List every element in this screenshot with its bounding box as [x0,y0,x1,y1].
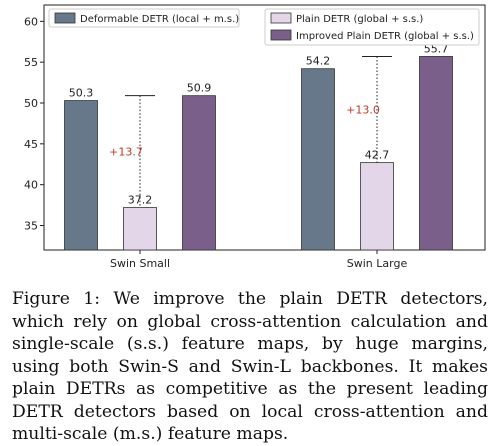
legend-label: Deformable DETR (local + m.s.) [80,14,239,25]
legend-box [264,8,480,46]
bar [182,95,216,251]
legend-box [48,8,240,28]
x-tick-label: Swin Small [110,257,170,270]
bar [360,162,394,251]
y-tick-label: 50 [24,97,38,110]
annotation-label: +13.0 [346,104,380,117]
bar [64,100,98,251]
y-tick-label: 55 [24,56,38,69]
bar [419,56,453,251]
legend-swatch [54,12,76,24]
x-tick-label: Swin Large [347,257,408,270]
y-tick-label: 40 [24,179,38,192]
data-label: 50.9 [187,82,212,95]
legend-label: Improved Plain DETR (global + s.s.) [296,31,474,42]
bar [123,207,157,251]
data-label: 50.3 [69,87,94,100]
y-tick-label: 45 [24,138,38,151]
legend-swatch [270,29,292,41]
y-tick-label: 60 [24,15,38,28]
data-label: 37.2 [128,194,153,207]
legend-swatch [270,12,292,24]
figure-caption: Figure 1: We improve the plain DETR dete… [12,289,488,444]
legend-label: Plain DETR (global + s.s.) [296,14,423,25]
data-label: 54.2 [306,55,331,68]
plot-frame [43,4,486,251]
y-tick-label: 35 [24,220,38,233]
bar [301,68,335,251]
annotation-label: +13.7 [109,146,143,159]
data-label: 55.7 [424,42,449,55]
